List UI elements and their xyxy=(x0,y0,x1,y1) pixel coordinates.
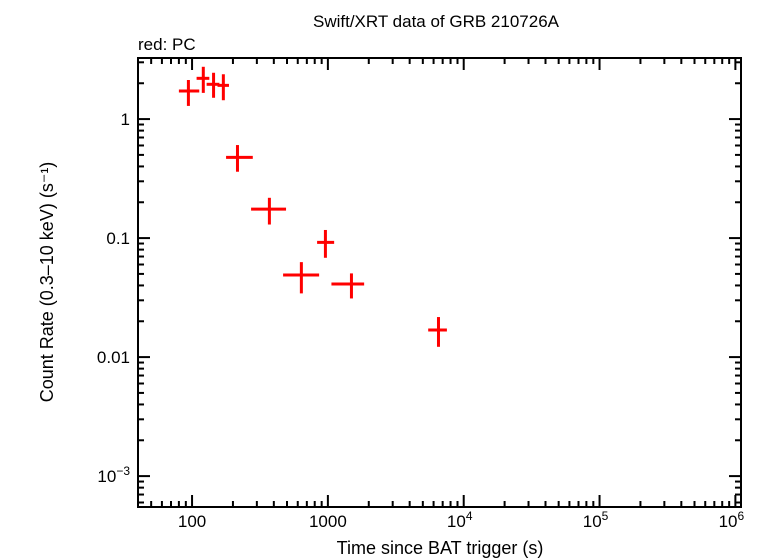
data-point xyxy=(226,145,253,172)
data-point xyxy=(331,273,365,299)
y-axis-label: Count Rate (0.3–10 keV) (s⁻¹) xyxy=(37,162,57,403)
data-point xyxy=(178,79,200,106)
plot-frame xyxy=(137,57,742,508)
y-tick-label: 0.01 xyxy=(97,348,130,367)
data-point xyxy=(206,72,220,98)
x-tick-exponent: 4 xyxy=(466,509,473,523)
x-tick-exponent: 5 xyxy=(602,509,609,523)
tick-labels: 100 1000 104 105 106 1 0.1 0.01 10−3 xyxy=(97,110,745,531)
x-axis-label: Time since BAT trigger (s) xyxy=(337,538,544,558)
x-tick-label: 100 xyxy=(178,512,206,531)
x-tick-label: 106 xyxy=(719,509,745,531)
x-tick-label: 105 xyxy=(583,509,609,531)
y-tick-exponent: −3 xyxy=(116,464,130,478)
axes xyxy=(137,57,742,508)
y-tick-label: 1 xyxy=(121,110,130,129)
data-point xyxy=(317,229,335,258)
chart-subtitle: red: PC xyxy=(138,35,196,54)
data-point xyxy=(196,66,210,93)
data-point xyxy=(251,197,287,225)
data-point xyxy=(428,317,447,347)
y-tick-label: 10−3 xyxy=(97,464,130,486)
data-point xyxy=(283,262,320,294)
x-tick-exponent: 6 xyxy=(737,509,744,523)
y-tick-label: 0.1 xyxy=(106,229,130,248)
data-point xyxy=(217,74,229,101)
data-points xyxy=(178,66,447,347)
chart-title: Swift/XRT data of GRB 210726A xyxy=(313,12,560,31)
x-tick-label: 104 xyxy=(447,509,473,531)
x-tick-label: 1000 xyxy=(309,512,347,531)
